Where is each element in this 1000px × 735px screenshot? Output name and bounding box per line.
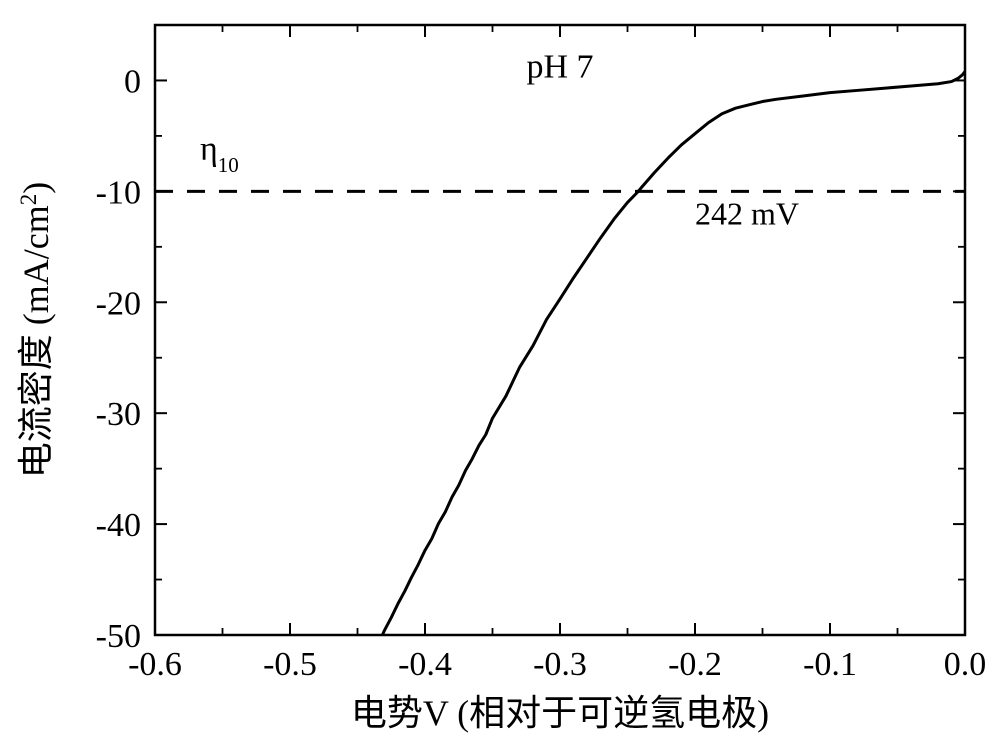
x-tick-label: -0.2: [668, 646, 722, 683]
y-tick-label: -40: [96, 507, 141, 544]
x-tick-label: 0.0: [944, 646, 987, 683]
x-axis-label: 电势V (相对于可逆氢电极): [351, 693, 769, 733]
x-tick-label: -0.1: [803, 646, 857, 683]
x-tick-label: -0.4: [398, 646, 452, 683]
overpotential-annotation: 242 mV: [695, 196, 799, 232]
ph-annotation: pH 7: [526, 49, 593, 86]
y-tick-label: -50: [96, 618, 141, 655]
y-tick-label: -10: [96, 174, 141, 211]
x-tick-label: -0.3: [533, 646, 587, 683]
polarization-curve-chart: -0.6-0.5-0.4-0.3-0.2-0.10.0-50-40-30-20-…: [0, 0, 1000, 735]
y-tick-label: -20: [96, 285, 141, 322]
y-axis-label: 电流密度 (mA/cm2): [16, 182, 57, 478]
chart-container: -0.6-0.5-0.4-0.3-0.2-0.10.0-50-40-30-20-…: [0, 0, 1000, 735]
y-tick-label: -30: [96, 396, 141, 433]
x-tick-label: -0.5: [263, 646, 317, 683]
y-tick-label: 0: [124, 63, 141, 100]
